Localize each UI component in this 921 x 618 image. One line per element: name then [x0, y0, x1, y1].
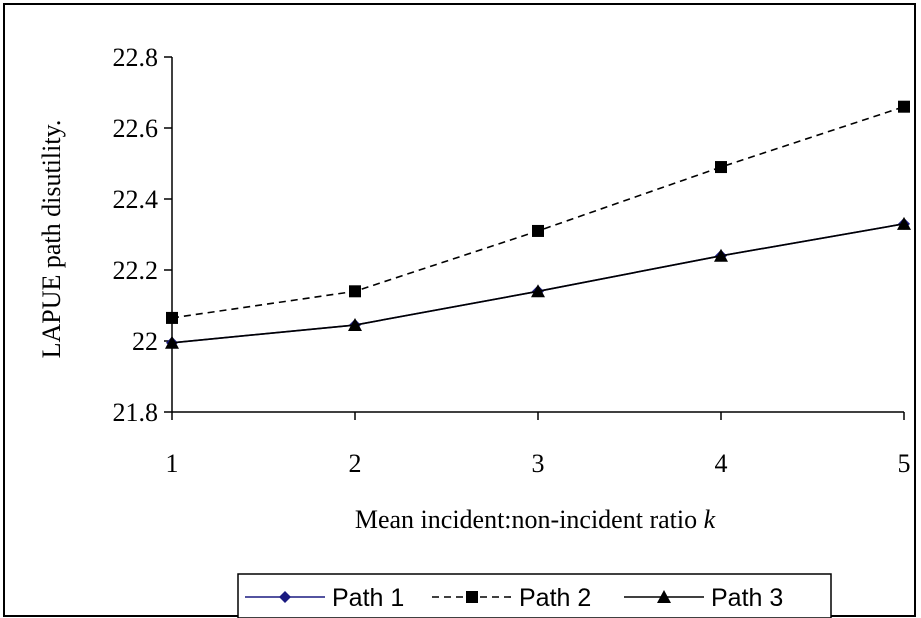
series-2 [166, 100, 910, 324]
y-tick-label: 22.8 [113, 43, 159, 72]
axes: 21.8 22 22.2 22.4 22.6 22.8 1 2 3 4 5 [113, 43, 911, 478]
data-point [532, 224, 544, 237]
data-point [531, 284, 545, 298]
legend-item: Path 1 [245, 584, 404, 612]
y-tick-label: 22.6 [113, 114, 159, 143]
x-axis-title-variable: k [704, 505, 716, 534]
legend-box [237, 573, 832, 618]
data-point [165, 335, 179, 349]
legend-label: Path 2 [519, 584, 591, 612]
legend-marker [279, 591, 291, 603]
y-tick-label: 22.4 [113, 185, 159, 214]
x-tick-label: 2 [349, 449, 362, 478]
x-tick-label: 4 [715, 449, 728, 478]
y-tick-label: 21.8 [113, 398, 159, 427]
legend-label: Path 3 [711, 584, 783, 612]
legend-marker [657, 590, 671, 603]
x-tick-label: 1 [166, 449, 179, 478]
data-point [715, 161, 727, 174]
data-point [166, 311, 178, 324]
data-point [714, 248, 728, 262]
x-tick-label: 3 [532, 449, 545, 478]
data-point [898, 100, 910, 113]
series-group [165, 100, 911, 349]
series-3 [165, 216, 911, 349]
y-tick-label: 22 [132, 327, 158, 356]
data-point [897, 216, 911, 230]
y-axis-title: LAPUE path disutility. [37, 120, 66, 359]
x-axis-title-text: Mean incident:non-incident ratio [355, 505, 697, 534]
legend-item: Path 2 [432, 584, 591, 612]
x-tick-label: 5 [898, 449, 911, 478]
data-point [349, 285, 361, 298]
legend: Path 1 Path 2 Path 3 [237, 573, 832, 618]
legend-marker [466, 591, 478, 603]
data-point [348, 318, 362, 332]
legend-label: Path 1 [332, 584, 404, 612]
y-tick-label: 22.2 [113, 256, 159, 285]
x-axis-title: Mean incident:non-incident ratio k [355, 505, 716, 534]
chart-frame [3, 3, 916, 617]
legend-item: Path 3 [624, 584, 783, 612]
